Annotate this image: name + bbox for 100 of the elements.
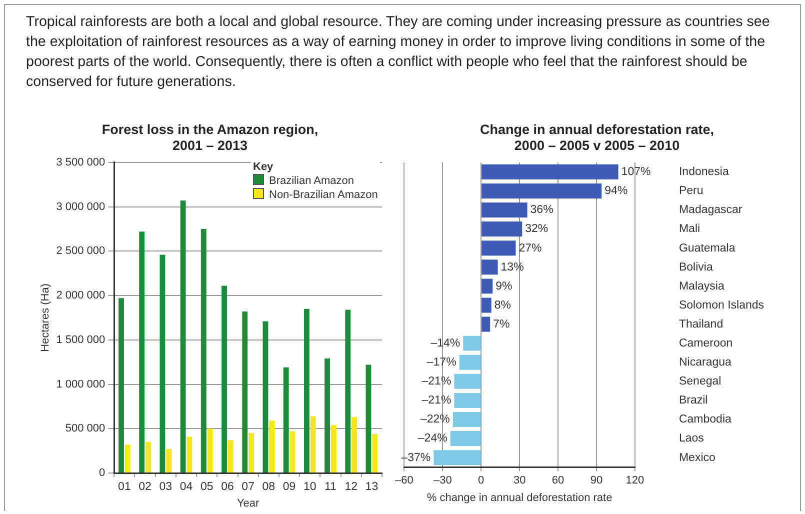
data-label: –22% <box>420 414 450 426</box>
bar <box>352 417 357 472</box>
legend-title: Key <box>253 160 274 174</box>
y-tick-label: 2 000 000 <box>56 290 106 302</box>
x-tick-label: 120 <box>626 474 644 487</box>
bar <box>454 392 481 408</box>
y-tick-label: Mexico <box>678 452 716 464</box>
data-label: 7% <box>493 318 510 330</box>
bar <box>118 298 124 472</box>
y-tick-label: Senegal <box>678 376 722 388</box>
y-tick-label: Bolivia <box>678 261 714 274</box>
y-tick-label: Nicaragua <box>678 356 732 369</box>
data-label: 36% <box>530 204 554 216</box>
x-tick-label: 08 <box>262 481 276 494</box>
bar <box>454 374 481 389</box>
bar <box>459 354 481 370</box>
legend-label: Brazilian Amazon <box>269 175 354 188</box>
bar <box>324 358 330 472</box>
data-label: –17% <box>426 356 456 369</box>
data-label: 27% <box>518 242 542 254</box>
bar <box>139 232 145 472</box>
y-tick-label: Guatemala <box>678 242 736 254</box>
data-label: –21% <box>422 394 452 407</box>
y-axis-title: Hectares (Ha) <box>40 283 52 352</box>
x-tick-label: 02 <box>138 481 152 494</box>
y-tick-label: 500 000 <box>65 422 106 435</box>
bar <box>434 450 481 466</box>
x-tick-label: 11 <box>324 481 336 494</box>
x-tick-label: 09 <box>282 481 296 494</box>
chart-title: Change in annual deforestation rate, 2000 – 2005 v 2005 – 2010 <box>480 122 714 154</box>
x-axis-title: % change in annual deforestation rate <box>426 492 612 504</box>
bar <box>304 308 310 472</box>
x-tick-label: 10 <box>303 481 316 494</box>
bar <box>222 286 227 472</box>
y-tick-label: Laos <box>678 432 704 445</box>
data-label: 32% <box>525 223 548 236</box>
bar <box>482 260 498 275</box>
y-tick-label: Madagascar <box>678 204 742 216</box>
bar <box>310 416 316 472</box>
y-tick-label: Brazil <box>678 394 708 407</box>
bar <box>228 440 234 472</box>
data-label: 8% <box>494 299 511 312</box>
bar <box>166 449 172 472</box>
bar <box>482 202 528 218</box>
bar <box>207 428 213 472</box>
chart-title: Forest loss in the Amazon region, 2001 – 2013 <box>102 122 318 154</box>
y-tick-label: 2 500 000 <box>56 245 106 258</box>
x-tick-label: 07 <box>242 481 254 494</box>
bar <box>372 434 378 472</box>
x-tick-label: 01 <box>118 481 131 494</box>
y-tick-label: Mali <box>678 223 700 236</box>
x-tick-label: 05 <box>200 481 214 494</box>
x-axis-title: Year <box>236 497 260 510</box>
bar <box>345 310 351 472</box>
data-label: 94% <box>604 185 628 198</box>
bar <box>269 420 275 472</box>
bar <box>450 431 481 446</box>
bar <box>200 228 206 472</box>
bar <box>482 222 522 237</box>
data-label: 9% <box>496 280 512 292</box>
x-tick-label: 0 <box>478 474 484 487</box>
y-tick-label: Cameroon <box>678 337 733 350</box>
data-label: 107% <box>621 166 651 178</box>
bar <box>482 278 493 294</box>
bar <box>283 367 289 472</box>
bar <box>482 298 492 313</box>
bar <box>262 321 268 472</box>
bar <box>482 316 490 332</box>
bar <box>160 254 166 472</box>
data-label: –21% <box>422 376 452 388</box>
y-tick-label: Malaysia <box>678 280 725 292</box>
x-tick-label: –30 <box>433 474 452 487</box>
bar <box>146 442 151 472</box>
y-tick-label: Thailand <box>678 318 724 330</box>
y-tick-label: Peru <box>678 185 704 198</box>
x-tick-label: 90 <box>590 474 603 487</box>
x-tick-label: 03 <box>159 481 172 494</box>
bar <box>366 364 372 472</box>
y-tick-label: 3 000 000 <box>56 200 106 213</box>
y-tick-label: 3 500 000 <box>56 156 106 168</box>
y-tick-label: 1 500 000 <box>56 334 106 346</box>
data-label: –37% <box>401 452 431 464</box>
x-tick-label: 06 <box>221 481 234 494</box>
y-tick-label: Solomon Islands <box>678 299 764 312</box>
bar <box>180 200 186 472</box>
data-label: –14% <box>430 337 460 350</box>
y-tick-label: 1 000 000 <box>56 378 106 390</box>
bar <box>242 311 248 472</box>
x-tick-label: 12 <box>344 481 358 494</box>
bar <box>186 436 192 472</box>
x-tick-label: 13 <box>365 481 378 494</box>
bar <box>482 164 618 180</box>
data-label: 13% <box>500 261 524 274</box>
data-label: –24% <box>418 432 448 445</box>
bar <box>452 412 481 427</box>
text: Tropical rainforests are both a local and global resource. They are coming under increasing pressure as countries see the exploitation of rainforest resources as a way of earning money in order to improve living conditions in some of the poorest parts of the world. Consequently, there is often a conflict with people who feel that the rainforest should be conserved for future generations. <box>26 13 771 92</box>
legend-label: Non-Brazilian Amazon <box>269 189 378 202</box>
bar <box>290 431 296 472</box>
bar <box>124 444 130 472</box>
y-tick-label: Cambodia <box>678 414 732 426</box>
